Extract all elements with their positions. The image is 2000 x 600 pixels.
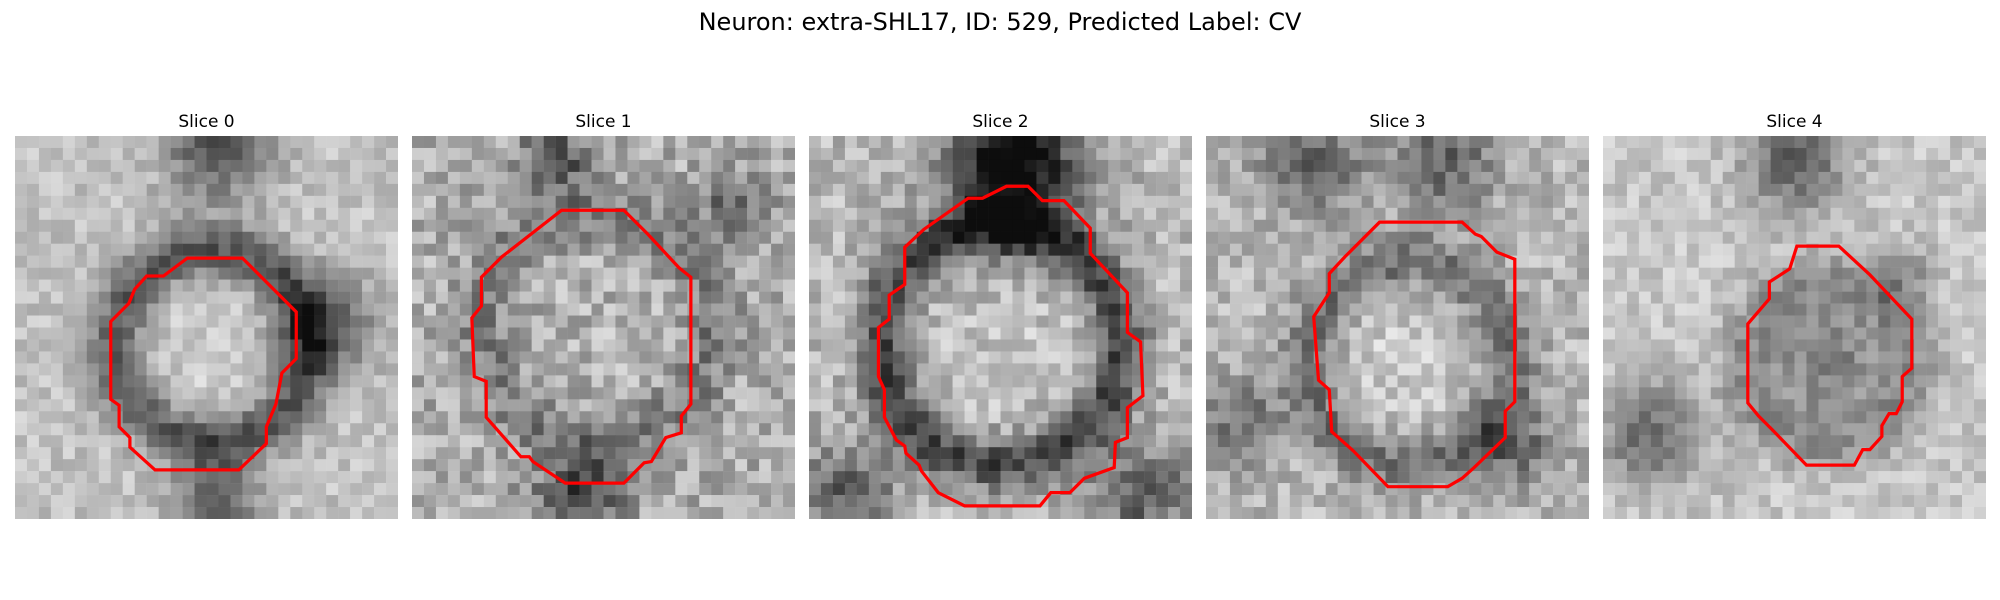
slice-title-0: Slice 0: [178, 112, 235, 132]
slice-panel-2: Slice 2: [809, 111, 1192, 519]
pixel-grid: [412, 136, 795, 519]
contour-outline-1: [470, 208, 693, 485]
slice-title-4: Slice 4: [1766, 112, 1823, 132]
slice-image-2: [809, 136, 1192, 519]
slice-image-4: [1603, 136, 1986, 519]
pixel-grid: [1603, 136, 1986, 519]
slice-panel-4: Slice 4: [1603, 111, 1986, 519]
slice-title-2: Slice 2: [972, 112, 1029, 132]
slice-image-1: [412, 136, 795, 519]
slice-panel-1: Slice 1: [412, 111, 795, 519]
slice-title-1: Slice 1: [575, 112, 632, 132]
slice-panel-0: Slice 0: [15, 111, 398, 519]
contour-outline-0: [109, 256, 298, 472]
contour-outline-4: [1746, 244, 1914, 467]
slice-title-3: Slice 3: [1369, 112, 1426, 132]
pixel-grid: [809, 136, 1192, 519]
contour-outline-3: [1312, 220, 1517, 489]
slice-image-0: [15, 136, 398, 519]
pixel-grid: [1206, 136, 1589, 519]
figure-title: Neuron: extra-SHL17, ID: 529, Predicted …: [698, 8, 1302, 36]
slice-image-3: [1206, 136, 1589, 519]
pixel-grid: [15, 136, 398, 519]
contour-outline-2: [876, 184, 1145, 508]
slice-panel-3: Slice 3: [1206, 111, 1589, 519]
